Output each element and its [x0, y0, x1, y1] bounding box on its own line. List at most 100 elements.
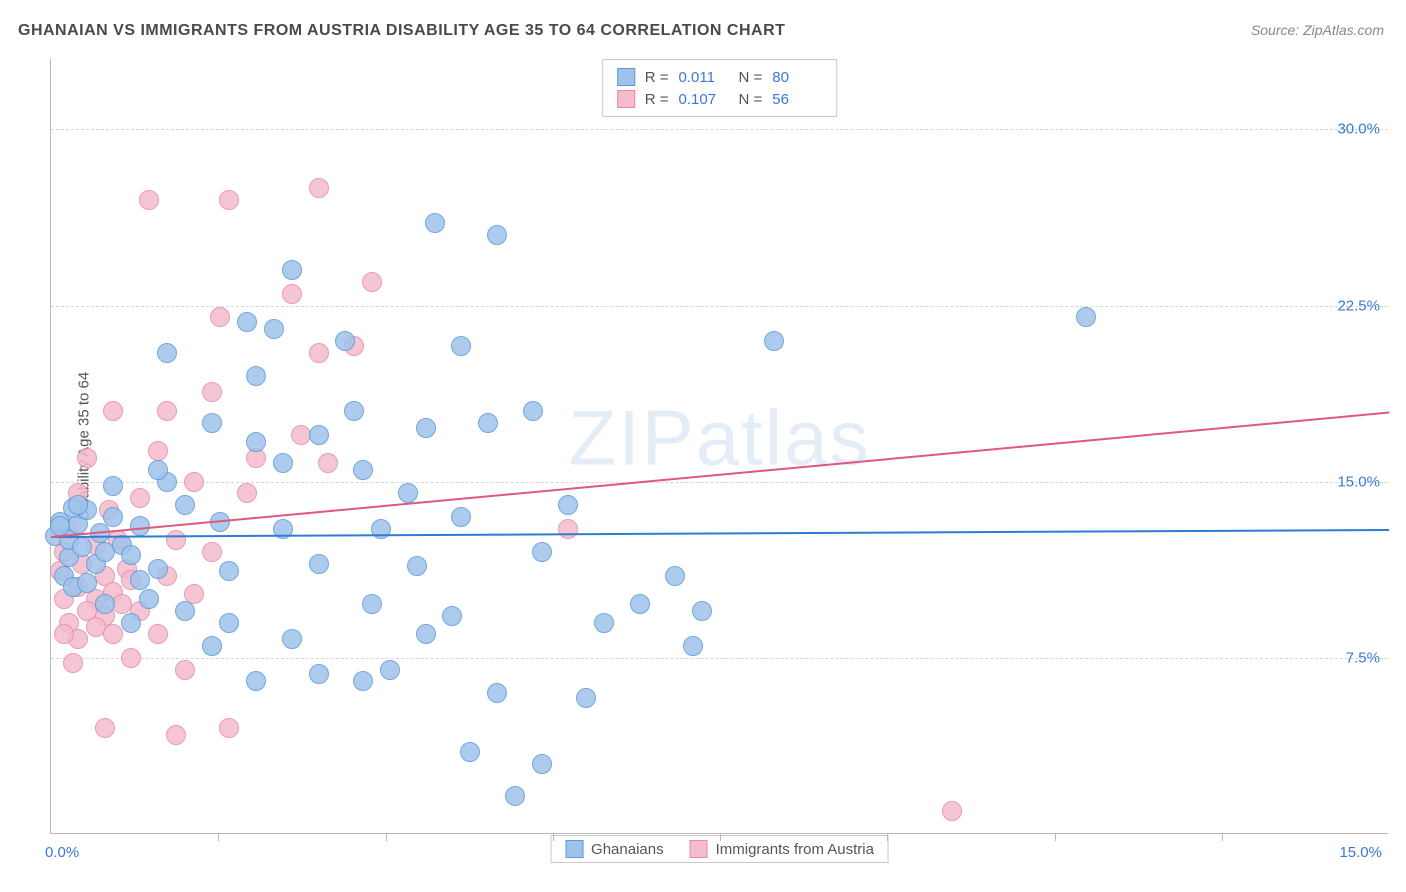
xtick [1222, 833, 1223, 841]
scatter-point [95, 718, 115, 738]
scatter-point [166, 725, 186, 745]
scatter-point [380, 660, 400, 680]
scatter-point [103, 476, 123, 496]
scatter-point [130, 570, 150, 590]
stats-legend: R = 0.011 N = 80 R = 0.107 N = 56 [602, 59, 838, 117]
x-axis-max-label: 15.0% [1339, 844, 1382, 861]
scatter-point [148, 624, 168, 644]
scatter-point [273, 453, 293, 473]
scatter-point [139, 190, 159, 210]
scatter-point [63, 653, 83, 673]
x-axis-min-label: 0.0% [45, 844, 79, 861]
gridline-h [51, 658, 1388, 659]
xtick [1055, 833, 1056, 841]
scatter-point [460, 742, 480, 762]
scatter-point [157, 401, 177, 421]
scatter-point [478, 413, 498, 433]
xtick [553, 833, 554, 841]
scatter-point [210, 307, 230, 327]
scatter-point [219, 190, 239, 210]
scatter-point [103, 401, 123, 421]
scatter-point [318, 453, 338, 473]
scatter-point [175, 660, 195, 680]
trend-line [51, 529, 1389, 538]
scatter-point [166, 530, 186, 550]
trend-line [51, 411, 1389, 537]
legend-label-0: Ghanaians [591, 841, 664, 858]
legend-item-1: Immigrants from Austria [690, 840, 874, 858]
scatter-point [576, 688, 596, 708]
scatter-point [237, 312, 257, 332]
gridline-h [51, 306, 1388, 307]
n-label: N = [739, 91, 763, 108]
scatter-point [121, 613, 141, 633]
r-value-1: 0.107 [679, 91, 729, 108]
scatter-point [202, 542, 222, 562]
scatter-point [451, 336, 471, 356]
scatter-point [219, 613, 239, 633]
ytick-label: 22.5% [1337, 297, 1380, 314]
gridline-h [51, 482, 1388, 483]
gridline-h [51, 129, 1388, 130]
scatter-point [246, 671, 266, 691]
n-value-1: 56 [772, 91, 822, 108]
scatter-point [309, 554, 329, 574]
plot-area: ZIPatlas R = 0.011 N = 80 R = 0.107 N = … [50, 59, 1388, 834]
scatter-point [764, 331, 784, 351]
scatter-point [692, 601, 712, 621]
scatter-point [362, 272, 382, 292]
scatter-point [157, 343, 177, 363]
scatter-point [202, 413, 222, 433]
scatter-point [630, 594, 650, 614]
scatter-point [148, 559, 168, 579]
scatter-point [202, 382, 222, 402]
legend-item-0: Ghanaians [565, 840, 664, 858]
scatter-point [184, 472, 204, 492]
ytick-label: 7.5% [1346, 649, 1380, 666]
scatter-point [309, 343, 329, 363]
xtick [218, 833, 219, 841]
scatter-point [425, 213, 445, 233]
swatch-series-0 [617, 68, 635, 86]
scatter-point [282, 260, 302, 280]
scatter-point [487, 225, 507, 245]
scatter-point [558, 495, 578, 515]
scatter-point [309, 425, 329, 445]
scatter-point [121, 648, 141, 668]
scatter-point [121, 545, 141, 565]
scatter-point [416, 624, 436, 644]
scatter-point [353, 460, 373, 480]
scatter-point [335, 331, 355, 351]
scatter-point [103, 624, 123, 644]
scatter-point [407, 556, 427, 576]
scatter-point [362, 594, 382, 614]
source-label: Source: ZipAtlas.com [1251, 22, 1384, 38]
scatter-point [175, 601, 195, 621]
scatter-point [344, 401, 364, 421]
ytick-label: 30.0% [1337, 121, 1380, 138]
scatter-point [130, 488, 150, 508]
n-value-0: 80 [772, 69, 822, 86]
scatter-point [148, 460, 168, 480]
scatter-point [264, 319, 284, 339]
scatter-point [451, 507, 471, 527]
chart-container: GHANAIAN VS IMMIGRANTS FROM AUSTRIA DISA… [0, 0, 1406, 892]
scatter-point [219, 561, 239, 581]
scatter-point [1076, 307, 1096, 327]
scatter-point [282, 284, 302, 304]
scatter-point [665, 566, 685, 586]
scatter-point [505, 786, 525, 806]
xtick [887, 833, 888, 841]
scatter-point [175, 495, 195, 515]
xtick [720, 833, 721, 841]
scatter-point [353, 671, 373, 691]
scatter-point [487, 683, 507, 703]
r-label: R = [645, 69, 669, 86]
scatter-point [282, 629, 302, 649]
scatter-point [72, 537, 92, 557]
scatter-point [202, 636, 222, 656]
scatter-point [77, 573, 97, 593]
scatter-point [68, 495, 88, 515]
watermark-bold: ZIP [568, 394, 695, 482]
swatch-series-0 [565, 840, 583, 858]
